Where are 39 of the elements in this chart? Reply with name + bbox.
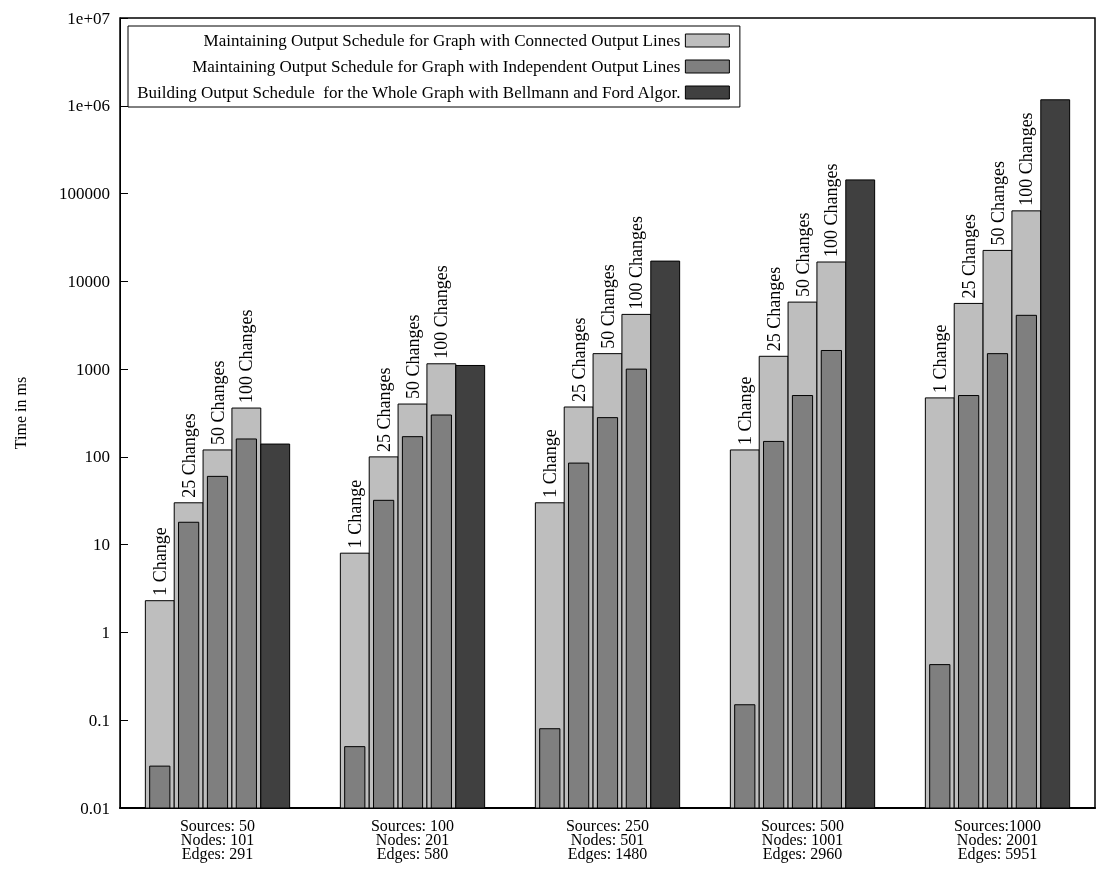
y-tick-label: 1000 [76, 359, 110, 379]
y-tick-label: 100000 [59, 184, 110, 204]
annotation: 50 Changes [987, 160, 1008, 246]
annotation: 1 Change [539, 429, 560, 498]
annotation: 100 Changes [626, 215, 647, 310]
annotation: 25 Changes [373, 367, 394, 452]
annotation: 25 Changes [763, 266, 784, 352]
annotation: 25 Changes [568, 317, 589, 403]
annotation: 1 Change [734, 376, 755, 445]
annotation: 50 Changes [792, 212, 813, 298]
x-tick-label: Sources: 500 Nodes: 1001 Edges: 2960 [760, 816, 845, 863]
y-tick-label: 100 [84, 447, 110, 467]
annotation: 50 Changes [597, 264, 618, 349]
annotation: 100 Changes [236, 309, 257, 404]
legend-label: Maintaining Output Schedule for Graph with Connected Output Lines [203, 31, 681, 50]
annotation: 100 Changes [821, 163, 842, 258]
annotation: 25 Changes [958, 213, 979, 299]
x-tick-label: Sources: 100 Nodes: 201 Edges: 580 [370, 816, 455, 863]
y-tick-label: 10 [93, 535, 110, 555]
annotation: 1 Change [344, 479, 365, 549]
y-tick-label: 0.01 [80, 798, 110, 818]
annotation: 100 Changes [431, 265, 452, 359]
y-tick-label: 1e+06 [67, 96, 110, 116]
y-tick-label: 0.1 [88, 710, 110, 730]
annotation: 1 Change [929, 324, 950, 393]
annotation: 1 Change [149, 527, 170, 596]
y-axis-title: Time in ms [11, 376, 29, 450]
y-tick-label: 1e+07 [67, 8, 111, 28]
x-tick-label: Sources:1000 Nodes: 2001 Edges: 5951 [953, 816, 1042, 863]
annotation: 50 Changes [402, 314, 423, 400]
annotation: 25 Changes [178, 413, 199, 498]
y-tick-label: 1 [101, 622, 110, 642]
x-tick-label: Sources: 250 Nodes: 501 Edges: 1480 [565, 816, 650, 863]
legend-label: Maintaining Output Schedule for Graph with Independent Output Lines [192, 57, 681, 76]
legend-label: Building Output Schedule for the Whole Graph with Bellmann and Ford Algor. [137, 83, 681, 102]
annotation: 50 Changes [207, 360, 228, 445]
annotation: 100 Changes [1016, 112, 1037, 206]
x-tick-label: Sources: 50 Nodes: 101 Edges: 291 [179, 816, 256, 863]
y-tick-label: 10000 [67, 271, 110, 291]
